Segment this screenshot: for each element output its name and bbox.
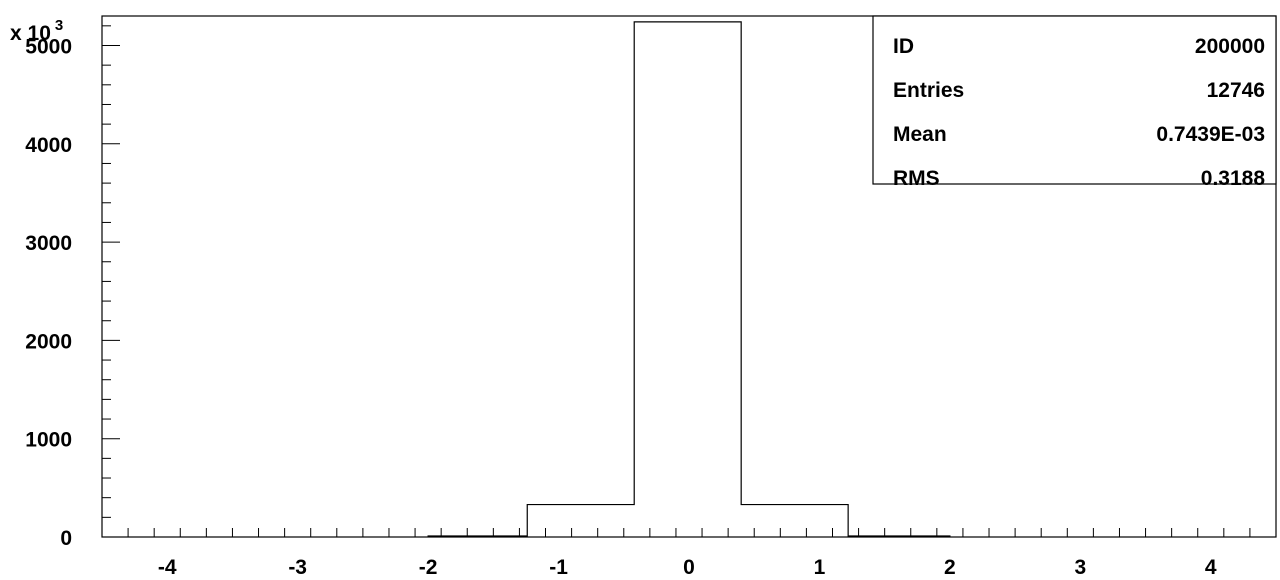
- plot-border: [101, 15, 1277, 538]
- y-tick-label: 0: [60, 527, 72, 550]
- x-tick-label: 4: [1205, 556, 1217, 579]
- x-tick-label: 3: [1074, 556, 1086, 579]
- y-tick-label: 2000: [25, 330, 72, 353]
- y-tick-label: 1000: [25, 429, 72, 452]
- stats-value: 12746: [1207, 79, 1265, 102]
- histogram-outline: [427, 21, 951, 537]
- stats-label: RMS: [893, 167, 940, 190]
- y-axis-multiplier: x 10 3: [10, 17, 63, 45]
- histogram-bin: [527, 505, 634, 537]
- x-tick-label: -1: [549, 556, 568, 579]
- x-tick-label: 0: [683, 556, 695, 579]
- y-tick-label: 3000: [25, 232, 72, 255]
- plot-frame: [101, 15, 1277, 538]
- stats-label: Entries: [893, 79, 964, 102]
- stats-value: 0.7439E-03: [1156, 123, 1265, 146]
- y-axis-multiplier-base: x 10: [10, 22, 51, 45]
- histogram-bin: [634, 22, 741, 537]
- y-axis: 0 1000 2000 3000 4000 5000: [25, 25, 120, 550]
- stats-label: Mean: [893, 123, 947, 146]
- stats-value: 0.3188: [1201, 167, 1266, 190]
- histogram-series: [427, 21, 951, 537]
- x-tick-label: 1: [814, 556, 826, 579]
- stats-box: ID 200000 Entries 12746 Mean 0.7439E-03 RMS 0.3…: [872, 15, 1277, 190]
- y-tick-label: 4000: [25, 134, 72, 157]
- y-tick-label: 5000: [25, 35, 72, 58]
- x-tick-label: -3: [288, 556, 307, 579]
- x-axis: -4 -3 -2 -1 0 1 2 3 4: [101, 528, 1277, 579]
- x-tick-label: 2: [944, 556, 956, 579]
- x-tick-label: -4: [158, 556, 177, 579]
- stats-value: 200000: [1195, 35, 1265, 58]
- y-axis-multiplier-exponent: 3: [55, 17, 63, 34]
- stats-label: ID: [893, 35, 914, 58]
- x-tick-label: -2: [419, 556, 438, 579]
- stats-box-border: [872, 15, 1277, 185]
